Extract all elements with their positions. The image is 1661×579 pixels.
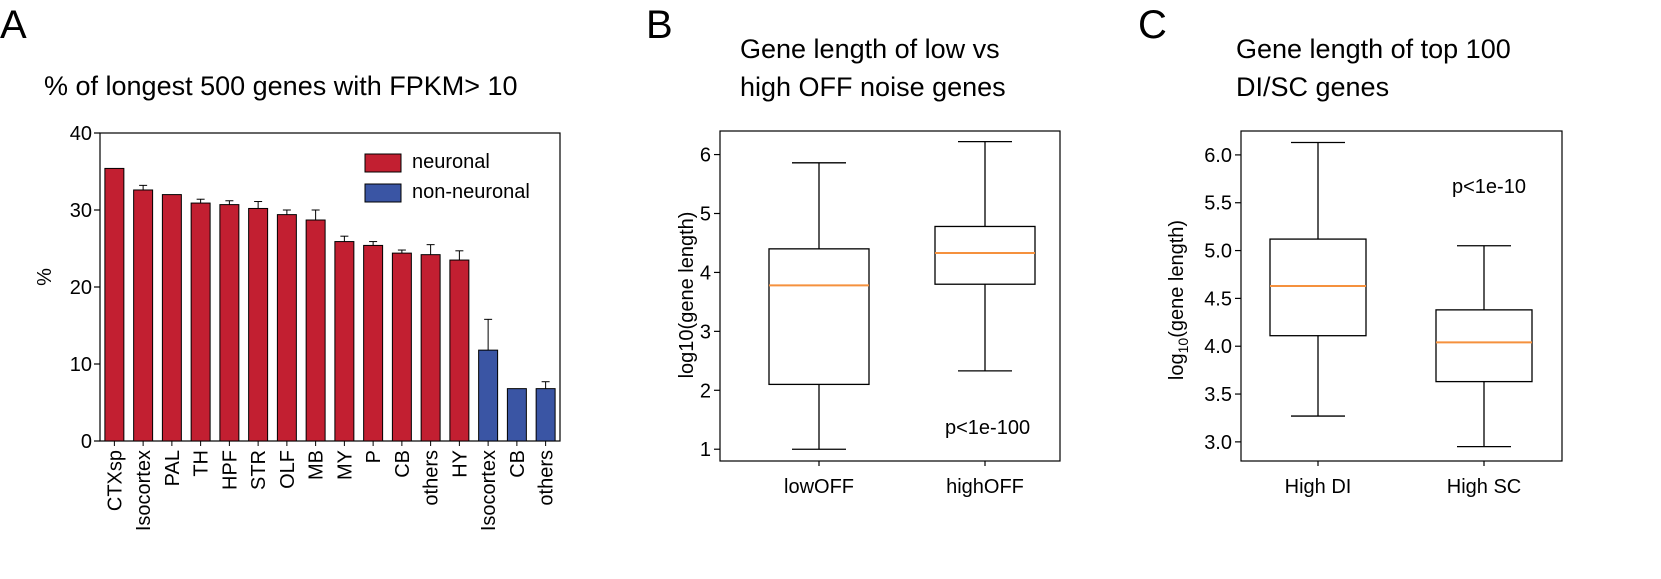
panel-a-plot: 0 10 20 30 40 CTXsp Isocortex PAL TH HPF STR OLF MB M… [70,123,561,531]
panel-c: C Gene length of top 100 DI/SC genes 3.0… [1138,3,1563,498]
legend: neuronal non-neuronal [364,151,530,203]
panel-a-ytick-label: 10 [70,354,92,376]
ytick-label: 5.5 [1204,193,1232,215]
bar [334,241,355,442]
bar [391,252,412,442]
bar [305,219,326,442]
panel-a: A % of longest 500 genes with FPKM> 10 0… [0,3,561,531]
ytick-label: 3.0 [1204,432,1232,454]
bar [363,244,384,442]
panel-c-label: C [1138,3,1167,47]
category-label: PAL [162,450,184,486]
box [934,225,1036,285]
plot-frame [719,130,1061,462]
panel-c-pvalue: p<1e-10 [1452,176,1526,198]
panel-b-title-line-1: Gene length of low vs [740,34,1000,64]
ytick-label: 4.0 [1204,336,1232,358]
ytick-label: 4 [700,262,711,284]
bar [478,349,499,442]
category-label: MB [306,450,328,480]
category-label: highOFF [946,476,1024,498]
category-label: STR [248,450,270,490]
box [1435,309,1533,383]
ytick-label: 3 [700,321,711,343]
category-label: lowOFF [784,476,854,498]
category-label: Isocortex [133,450,155,531]
bar [133,189,154,442]
ytick-label: 6.0 [1204,145,1232,167]
panel-a-ytick-label: 40 [70,123,92,145]
ytick-label: 1 [700,439,711,461]
panel-a-ytick-label: 20 [70,277,92,299]
legend-label-neuronal: neuronal [412,151,490,173]
panel-a-label: A [0,3,27,47]
panel-a-title: % of longest 500 genes with FPKM> 10 [44,71,518,101]
category-label: others [536,450,558,506]
category-label: High DI [1285,476,1352,498]
panel-c-ylabel: log10(gene length) [1166,220,1191,380]
bar [535,388,556,442]
panel-a-ytick-label: 0 [81,431,92,453]
panel-b-plot: 1 2 3 4 5 6 lowOFF highOFF [700,130,1061,498]
ytick-label: 5 [700,204,711,226]
category-label: CB [507,450,529,478]
bar [449,259,470,442]
panel-a-ytick-label: 30 [70,200,92,222]
bar [219,204,240,442]
category-label: HPF [219,450,241,490]
bar [420,254,441,442]
legend-swatch-neuronal [364,153,402,173]
bar [506,388,527,442]
ytick-label: 4.5 [1204,288,1232,310]
box [1269,238,1367,337]
panel-c-plot: 3.0 3.5 4.0 4.5 5.0 5.5 6.0 High DI High SC [1204,130,1563,498]
panel-a-ylabel: % [34,268,56,286]
panel-b-pvalue: p<1e-100 [945,417,1030,439]
box [768,248,870,386]
bar [276,214,297,442]
bar [190,202,211,442]
category-label: others [421,450,443,506]
panel-c-title-line-1: Gene length of top 100 [1236,34,1511,64]
category-label: CTXsp [104,450,126,511]
ytick-label: 3.5 [1204,384,1232,406]
category-label: MY [334,450,356,480]
category-label: P [363,450,385,463]
category-label: Isocortex [478,450,500,531]
ytick-label: 5.0 [1204,241,1232,263]
category-label: HY [449,450,471,478]
plot-frame [1240,130,1563,462]
legend-label-non-neuronal: non-neuronal [412,181,530,203]
panel-b-ylabel: log10(gene length) [676,212,698,379]
bar [104,167,125,442]
bar [161,194,182,442]
ytick-label: 6 [700,145,711,167]
bar [248,207,269,442]
legend-swatch-non-neuronal [364,183,402,203]
panel-b-label: B [646,3,673,47]
ytick-label: 2 [700,380,711,402]
panel-c-title-line-2: DI/SC genes [1236,72,1389,102]
panel-b-title-line-2: high OFF noise genes [740,72,1006,102]
category-label: OLF [277,450,299,489]
category-label: TH [191,450,213,477]
category-label: High SC [1447,476,1521,498]
category-label: CB [392,450,414,478]
panel-b: B Gene length of low vs high OFF noise g… [646,3,1061,498]
